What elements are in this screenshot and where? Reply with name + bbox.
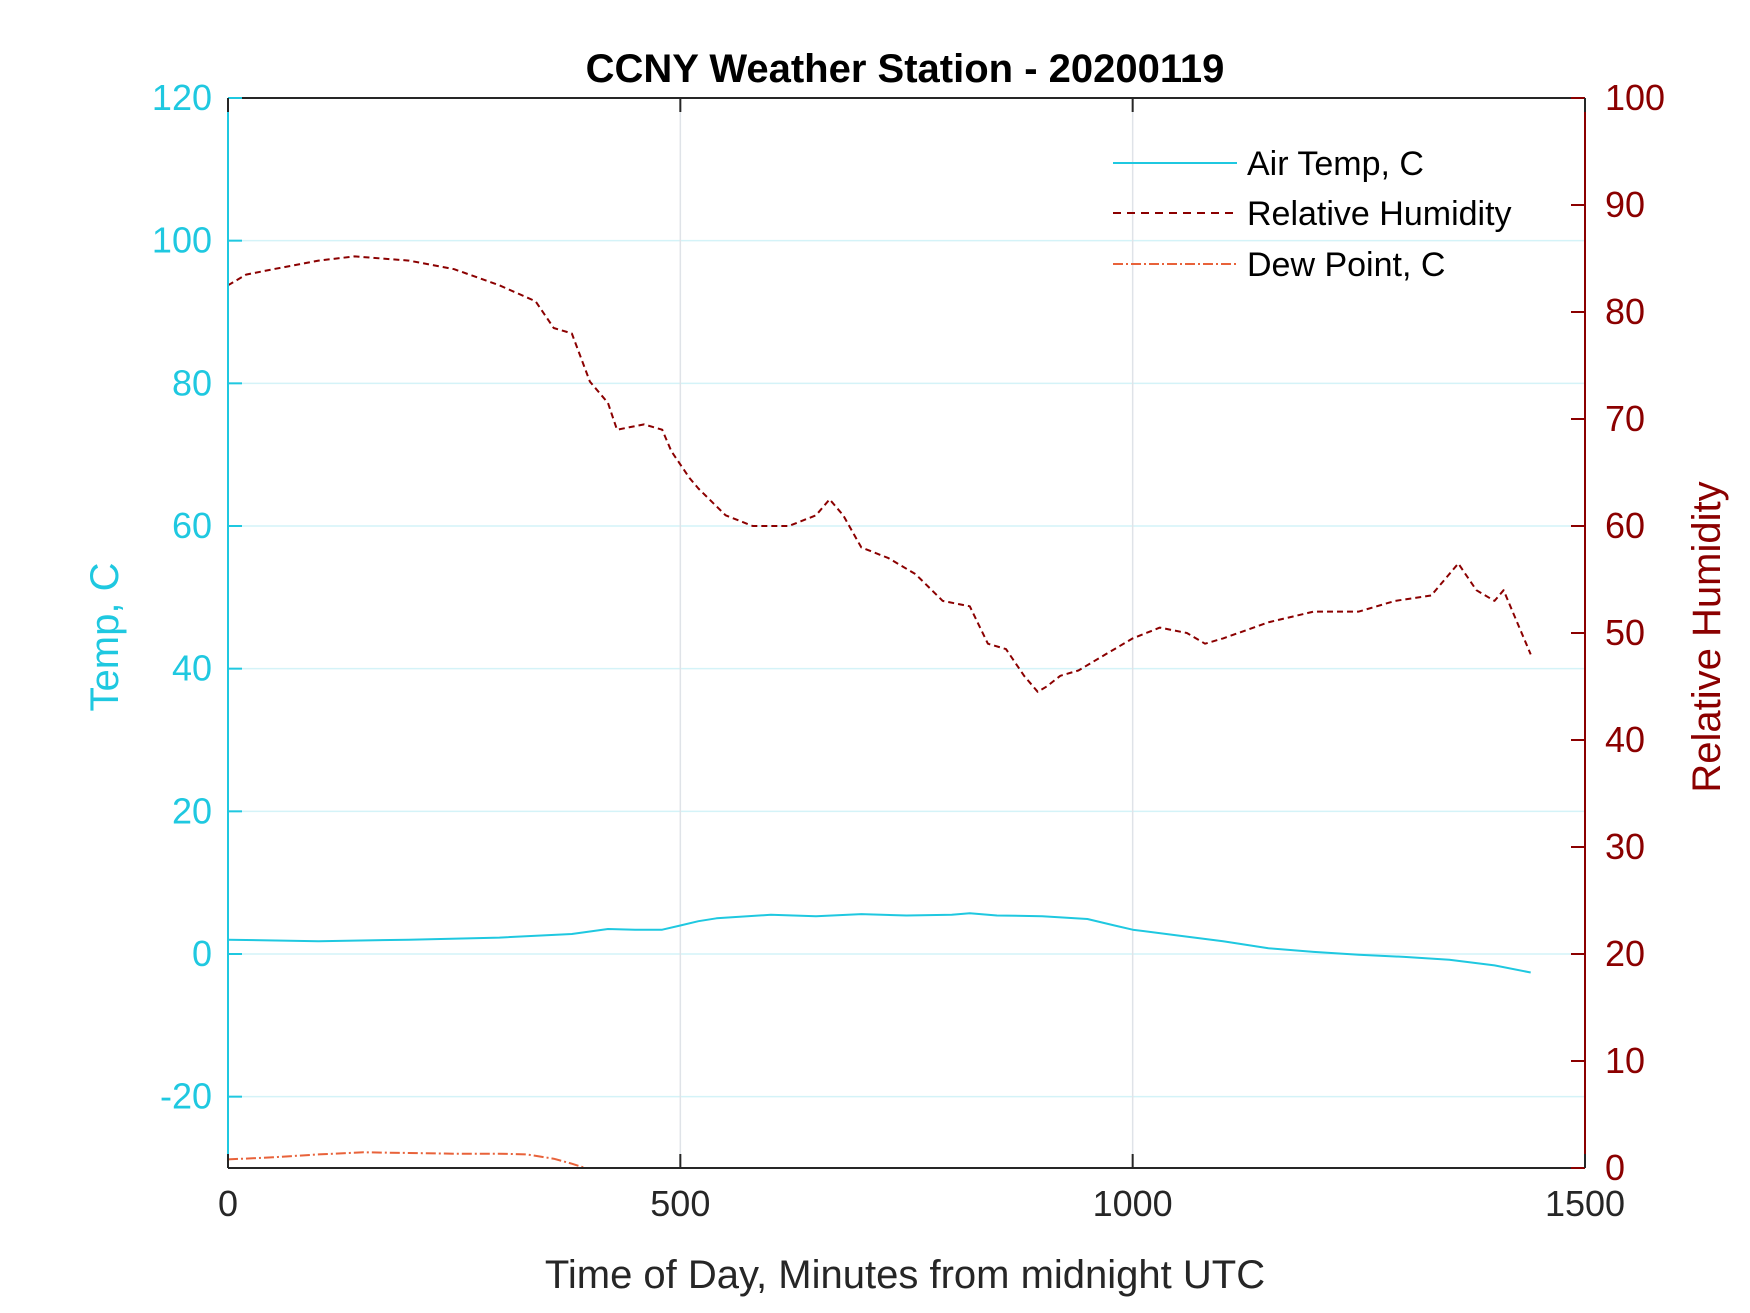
plot-series [227, 255, 1532, 1169]
tick-label-right: 20 [1605, 933, 1645, 974]
tick-label-left: 120 [152, 77, 212, 118]
tick-label-left: 0 [192, 933, 212, 974]
tick-label-right: 60 [1605, 505, 1645, 546]
tick-label-right: 70 [1605, 398, 1645, 439]
tick-label-left: 80 [172, 362, 212, 403]
series-line-air-temp-c [227, 912, 1531, 974]
tick-label-x: 1000 [1093, 1183, 1173, 1224]
tick-label-left: 20 [172, 790, 212, 831]
tick-label-right: 40 [1605, 719, 1645, 760]
tick-label-left: -20 [160, 1076, 212, 1117]
tick-label-right: 50 [1605, 612, 1645, 653]
plot-area [228, 98, 1585, 1168]
tick-labels: -20 0 20 40 60 80 100 120 0 10 20 30 40 50 60 70 80 90 100… [152, 77, 1665, 1224]
chart-title: CCNY Weather Station - 20200119 [586, 47, 1225, 91]
tick-label-x: 0 [218, 1183, 238, 1224]
tick-label-x: 1500 [1545, 1183, 1625, 1224]
series-line-dew-point-c [227, 1151, 586, 1169]
grid [228, 98, 1585, 1168]
x-axis-label: Time of Day, Minutes from midnight UTC [545, 1253, 1265, 1297]
legend-label-dew-point: Dew Point, C [1247, 246, 1445, 284]
axes [227, 97, 1586, 1169]
series-line-relative-humidity [227, 255, 1532, 693]
legend: Air Temp, C Relative Humidity Dew Point,… [1113, 145, 1512, 284]
tick-label-left: 40 [172, 648, 212, 689]
tick-label-right: 80 [1605, 291, 1645, 332]
tick-label-right: 0 [1605, 1147, 1625, 1188]
y-axis-label-right: Relative Humidity [1685, 481, 1729, 792]
y-axis-label-left: Temp, C [83, 563, 127, 712]
tick-label-right: 90 [1605, 184, 1645, 225]
tick-label-right: 30 [1605, 826, 1645, 867]
tick-label-right: 100 [1605, 77, 1665, 118]
legend-label-air-temp: Air Temp, C [1247, 145, 1424, 183]
tick-label-x: 500 [650, 1183, 710, 1224]
tick-label-right: 10 [1605, 1040, 1645, 1081]
tick-label-left: 100 [152, 220, 212, 261]
legend-label-relative-humidity: Relative Humidity [1247, 195, 1512, 233]
tick-label-left: 60 [172, 505, 212, 546]
